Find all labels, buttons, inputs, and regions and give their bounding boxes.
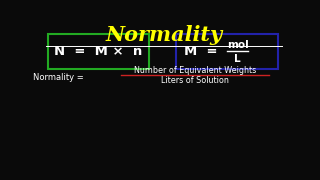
Text: mol: mol bbox=[227, 40, 249, 50]
Text: L: L bbox=[234, 54, 241, 64]
Bar bbox=[176, 34, 278, 69]
Text: Normality: Normality bbox=[105, 25, 223, 45]
Text: Normality =: Normality = bbox=[33, 73, 86, 82]
Text: M  =: M = bbox=[184, 45, 217, 58]
Text: N  =  M ×  n: N = M × n bbox=[54, 45, 142, 58]
Text: Number of Equivalent Weights: Number of Equivalent Weights bbox=[134, 66, 256, 75]
Bar bbox=[48, 34, 148, 69]
Text: Liters of Solution: Liters of Solution bbox=[161, 76, 229, 85]
